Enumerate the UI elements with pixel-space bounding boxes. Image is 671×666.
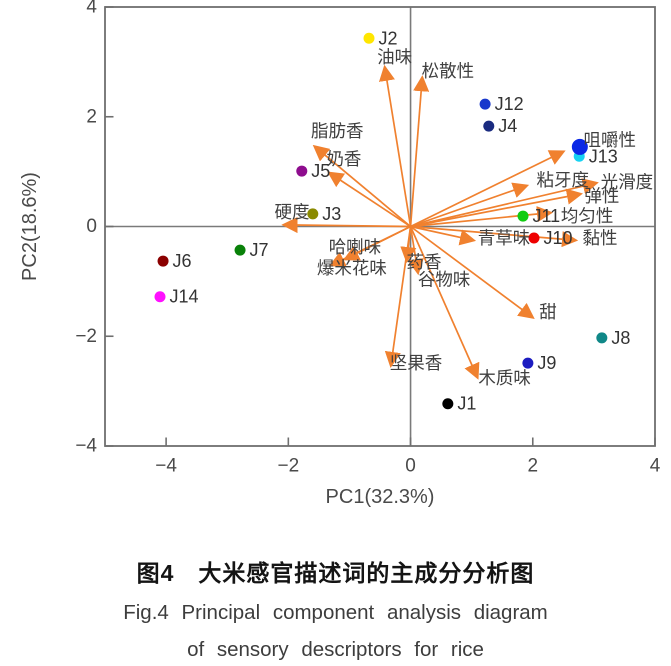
x-tick-label: 2 <box>527 456 538 477</box>
x-tick-label: 4 <box>650 456 661 477</box>
loading-arrow <box>410 182 530 228</box>
sample-label-J11: J11 <box>533 206 561 226</box>
loading-label: 黏性 <box>583 228 618 248</box>
axes-and-ticks: −4 −2 0 2 4 −4 −2 0 2 4 PC1(32.3%) PC2(18.6%) <box>19 0 661 508</box>
pca-chart: J1 J2 J3 J4 J5 J6 J7 J8 J9 J10 J11 J12 J13 J14 油味 松散性脂肪… <box>19 0 661 508</box>
y-tick-label: 0 <box>86 216 97 237</box>
loading-arrow <box>409 75 430 227</box>
y-tick-label: −2 <box>75 326 97 347</box>
x-tick-label: 0 <box>405 456 416 477</box>
loading-label: 粘牙度 <box>536 170 589 190</box>
sample-label-J9: J9 <box>537 353 556 373</box>
loading-arrows <box>281 64 599 380</box>
sample-point-J10 <box>528 232 540 244</box>
loading-arrow <box>327 171 412 228</box>
loading-arrow <box>281 216 411 234</box>
sample-label-J13: J13 <box>589 146 618 166</box>
sample-label-J12: J12 <box>495 94 524 114</box>
loading-label: 均匀性 <box>561 206 614 226</box>
sample-label-J1: J1 <box>457 394 476 414</box>
loading-label: 脂肪香 <box>311 121 364 141</box>
sample-label-J8: J8 <box>611 328 630 348</box>
sample-label-J14: J14 <box>170 287 199 307</box>
sample-points <box>154 32 608 410</box>
x-tick-label: −2 <box>277 456 299 477</box>
loading-label: 坚果香 <box>390 353 443 373</box>
loading-label: 药香 <box>407 252 442 272</box>
loading-label: 奶香 <box>326 149 361 169</box>
sample-label-J7: J7 <box>250 240 269 260</box>
loading-arrow <box>410 225 535 319</box>
sample-point-J11 <box>517 210 529 222</box>
loading-label: 哈喇味 <box>329 237 382 257</box>
sample-point-J1 <box>442 398 454 410</box>
figure-caption-zh: 图4 大米感官描述词的主成分分析图 <box>136 560 535 586</box>
loading-label: 光滑度 <box>601 172 654 192</box>
loading-arrow <box>410 225 477 246</box>
sample-label-J6: J6 <box>173 251 192 271</box>
loading-label: 油味 <box>377 47 412 67</box>
loading-arrow <box>410 150 566 228</box>
figure-caption: 图4 大米感官描述词的主成分分析图 Fig.4 Principal compon… <box>0 554 671 662</box>
sample-label-J5: J5 <box>311 161 330 181</box>
sample-point-J4 <box>483 120 495 132</box>
y-tick-label: −4 <box>75 436 97 457</box>
loading-label: 甜 <box>539 302 557 322</box>
loading-arrow <box>312 144 412 228</box>
loading-label: 青草味 <box>478 228 531 248</box>
loading-arrow <box>407 226 424 276</box>
y-tick-label: 2 <box>86 106 97 127</box>
loading-arrow <box>410 188 584 228</box>
sample-point <box>571 138 588 155</box>
sample-point-J12 <box>479 98 491 110</box>
loading-arrow <box>410 178 599 228</box>
x-tick-label: −4 <box>155 456 177 477</box>
sample-point-J2 <box>363 32 375 44</box>
loading-label: 松散性 <box>422 61 475 81</box>
sample-point-J14 <box>154 291 166 303</box>
figure-caption-en-line1: Fig.4 Principal component analysis diagr… <box>123 601 548 624</box>
loading-arrow <box>384 226 412 368</box>
x-axis-label: PC1(32.3%) <box>326 486 435 508</box>
loading-label: 谷物味 <box>418 270 471 290</box>
sample-label-J10: J10 <box>544 228 573 248</box>
loading-label: 弹性 <box>584 186 619 206</box>
loading-label: 爆米花味 <box>317 258 387 278</box>
loading-arrow <box>328 225 411 267</box>
loading-label: 硬度 <box>275 202 310 222</box>
sample-point-J5 <box>296 165 308 177</box>
sample-label-J3: J3 <box>322 204 341 224</box>
sample-point-J8 <box>596 332 608 344</box>
sample-point-J7 <box>234 244 246 256</box>
loading-label: 咀嚼性 <box>584 130 637 150</box>
loading-label: 木质味 <box>478 368 531 388</box>
sample-label-J4: J4 <box>498 116 517 136</box>
loading-arrow <box>409 226 480 380</box>
figure-caption-en-line2: of sensory descriptors for rice <box>187 638 484 661</box>
loading-arrow <box>410 225 579 248</box>
sample-label-J2: J2 <box>379 28 398 48</box>
y-axis-label: PC2(18.6%) <box>19 172 41 281</box>
sample-point-J6 <box>157 255 169 267</box>
sample-point-J3 <box>307 208 319 220</box>
loading-arrow <box>378 64 412 227</box>
sample-point-J9 <box>522 357 534 369</box>
y-tick-label: 4 <box>86 0 97 18</box>
